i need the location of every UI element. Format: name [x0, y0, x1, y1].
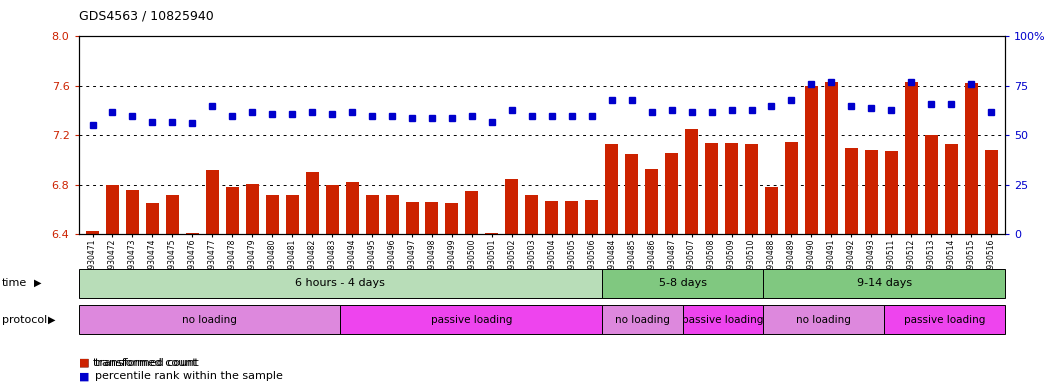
Bar — [665, 153, 678, 234]
Text: transformed count: transformed count — [95, 358, 199, 368]
Text: passive loading: passive loading — [683, 314, 764, 325]
Bar — [865, 150, 877, 234]
Bar — [186, 233, 199, 234]
Bar — [286, 195, 298, 234]
Bar — [445, 204, 459, 234]
Text: ■ transformed count: ■ transformed count — [79, 358, 196, 368]
Bar — [905, 82, 918, 234]
Text: percentile rank within the sample: percentile rank within the sample — [95, 371, 283, 381]
Bar — [805, 86, 818, 234]
Bar — [486, 233, 498, 234]
Bar — [86, 230, 99, 234]
Bar — [605, 144, 618, 234]
Bar — [545, 201, 558, 234]
Bar — [825, 82, 838, 234]
Bar — [685, 129, 698, 234]
Text: ■: ■ — [79, 358, 89, 368]
Bar — [925, 136, 938, 234]
Bar — [346, 182, 359, 234]
Text: 9-14 days: 9-14 days — [856, 278, 912, 288]
Bar — [365, 195, 379, 234]
Text: protocol: protocol — [2, 314, 47, 325]
Text: ▶: ▶ — [34, 278, 41, 288]
Bar — [246, 184, 259, 234]
Bar — [765, 187, 778, 234]
Bar — [146, 204, 159, 234]
Bar — [106, 185, 119, 234]
Bar — [526, 195, 538, 234]
Bar — [984, 150, 998, 234]
Bar — [385, 195, 399, 234]
Bar — [705, 143, 718, 234]
Bar — [165, 195, 179, 234]
Bar — [126, 190, 139, 234]
Text: passive loading: passive loading — [430, 314, 512, 325]
Bar — [405, 202, 419, 234]
Bar — [785, 142, 798, 234]
Bar — [964, 83, 978, 234]
Text: no loading: no loading — [182, 314, 237, 325]
Text: no loading: no loading — [797, 314, 851, 325]
Bar — [625, 154, 639, 234]
Bar — [266, 195, 279, 234]
Text: time: time — [2, 278, 27, 288]
Text: 5-8 days: 5-8 days — [659, 278, 707, 288]
Bar — [466, 191, 478, 234]
Bar — [506, 179, 518, 234]
Bar — [944, 144, 958, 234]
Bar — [645, 169, 659, 234]
Bar — [845, 148, 857, 234]
Bar — [725, 143, 738, 234]
Bar — [306, 172, 318, 234]
Text: 6 hours - 4 days: 6 hours - 4 days — [295, 278, 385, 288]
Text: passive loading: passive loading — [904, 314, 985, 325]
Text: no loading: no loading — [615, 314, 670, 325]
Text: ▶: ▶ — [48, 314, 55, 325]
Bar — [226, 187, 239, 234]
Text: ■: ■ — [79, 371, 89, 381]
Bar — [745, 144, 758, 234]
Bar — [885, 151, 897, 234]
Bar — [565, 201, 578, 234]
Text: GDS4563 / 10825940: GDS4563 / 10825940 — [79, 10, 214, 23]
Bar — [425, 202, 439, 234]
Bar — [326, 185, 338, 234]
Bar — [585, 200, 598, 234]
Bar — [206, 170, 219, 234]
